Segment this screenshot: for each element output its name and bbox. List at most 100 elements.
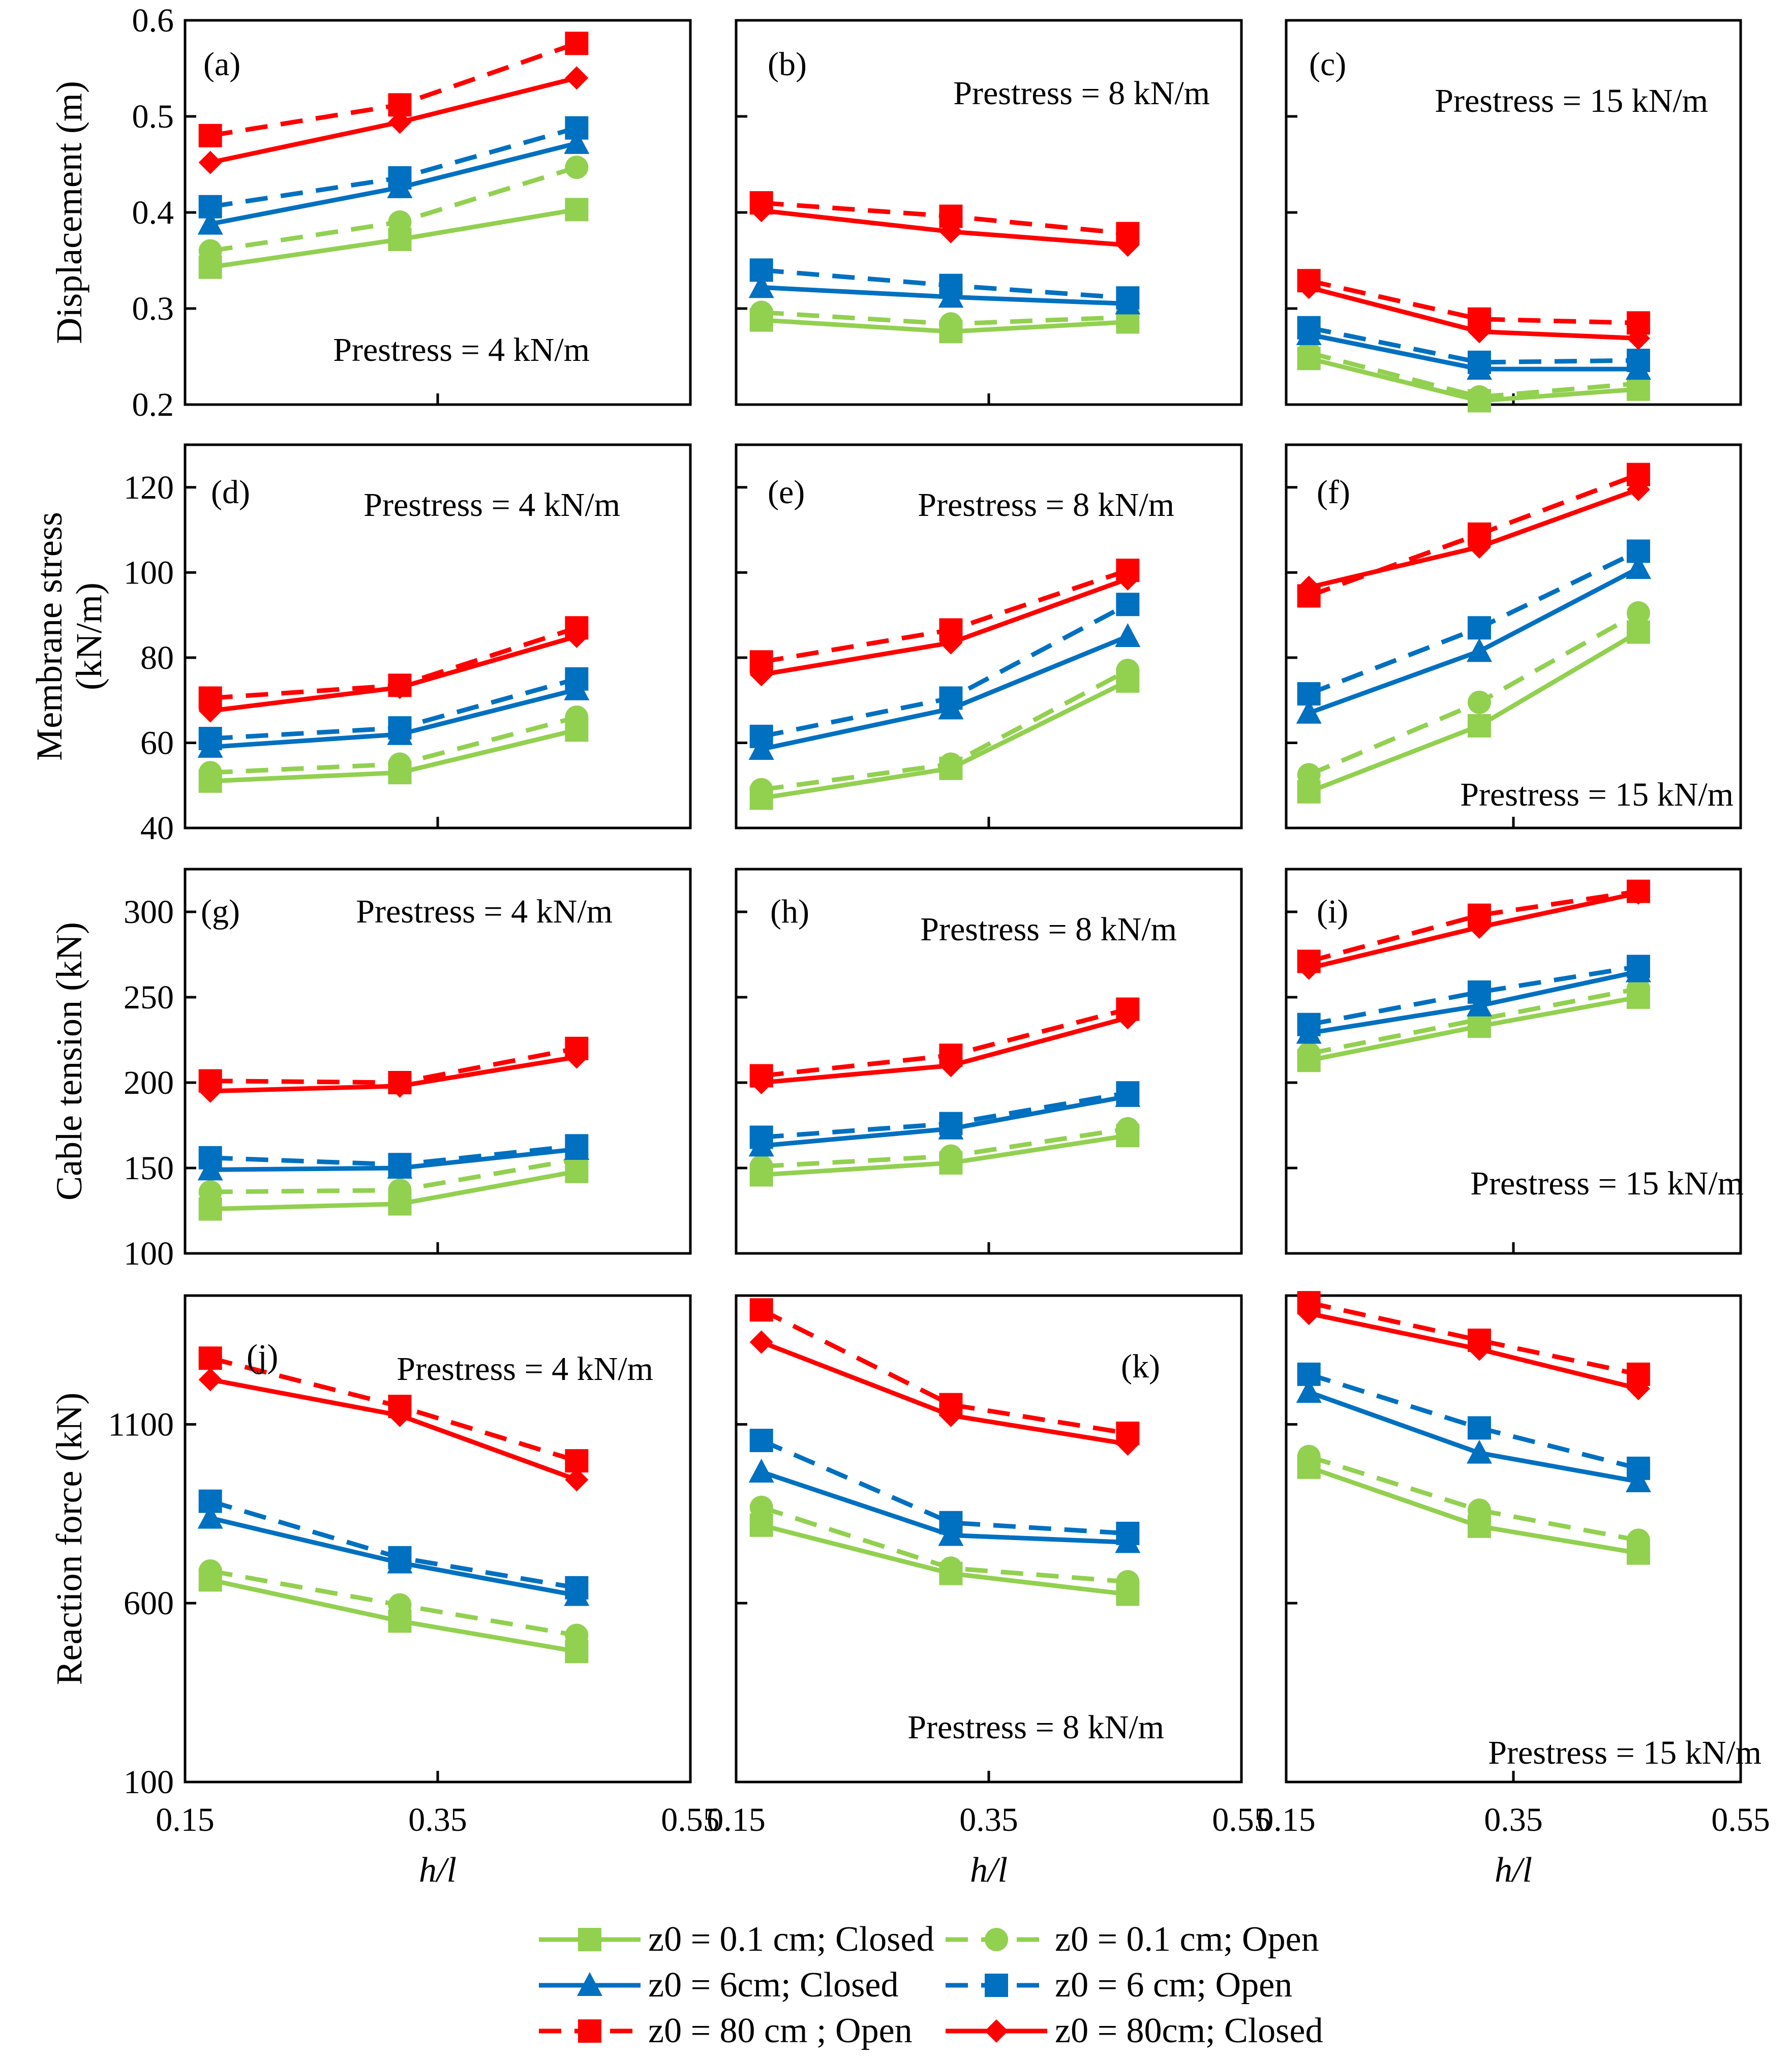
data-point-b_open <box>1467 616 1491 640</box>
data-point-g_open <box>565 156 589 179</box>
data-point-r_closed <box>1297 575 1321 599</box>
data-point-g_open <box>565 1623 589 1647</box>
legend-marker <box>578 1928 601 1951</box>
data-point-r_closed <box>565 625 589 648</box>
data-point-r_closed <box>749 1330 773 1354</box>
prestress-annotation: Prestress = 8 kN/m <box>953 75 1210 112</box>
data-point-r_closed <box>565 1468 589 1492</box>
data-point-r_closed <box>749 199 773 223</box>
data-point-g_open <box>1626 977 1650 1001</box>
data-point-r_closed <box>1467 915 1491 939</box>
panel-label: (j) <box>247 1338 278 1375</box>
subplot-l: 0.15 0.35 0.55 Prestress = 15 kN/m h/l <box>1257 1291 1770 1890</box>
data-point-r_closed <box>388 675 412 699</box>
data-point-r_open <box>198 124 222 147</box>
data-point-g_open <box>939 1556 963 1580</box>
y-axis-title: Displacement (m) <box>49 81 89 344</box>
subplot-e: (e) Prestress = 8 kN/m <box>735 443 1243 829</box>
data-point-r_closed <box>1116 233 1140 257</box>
data-point-g_open <box>749 1154 773 1178</box>
x-tick-label: 0.55 <box>661 1801 720 1838</box>
data-point-r_closed <box>1297 275 1321 299</box>
data-point-b_open <box>388 166 412 190</box>
data-point-b_open <box>939 273 963 297</box>
data-point-b_open <box>1467 350 1491 374</box>
legend-entry: z0 = 6cm; Closed <box>648 1965 898 2005</box>
subplot-d: 40 60 80 100 120 (d) Prestress = 4 kN/m Membran… <box>29 443 692 847</box>
series-line-b_closed <box>1308 566 1639 716</box>
data-point-b_closed <box>564 130 590 154</box>
data-point-g_open <box>565 705 589 729</box>
plot-frame <box>1285 443 1742 829</box>
series-line-b_open <box>1308 964 1639 1027</box>
series-line-b_open <box>209 1499 578 1590</box>
data-point-g_open <box>198 761 222 785</box>
data-point-g_open <box>1467 385 1491 409</box>
subplot-k: 0.15 0.35 0.55 (k) Prestress = 8 kN/m h/l <box>707 1294 1271 1890</box>
subplot-j: 100 600 1100 0.15 0.35 0.55 (j) Prestress = 4 k… <box>49 1294 720 1890</box>
data-point-b_open <box>198 1146 222 1170</box>
prestress-annotation: Prestress = 15 kN/m <box>1460 776 1734 813</box>
series-line-r_closed <box>210 634 578 714</box>
prestress-annotation: Prestress = 15 kN/m <box>1435 82 1708 119</box>
panel-label: (g) <box>201 893 240 930</box>
data-point-b_closed <box>1466 638 1492 662</box>
y-axis-title: Cable tension (kN) <box>49 922 89 1201</box>
data-point-b_open <box>388 716 412 740</box>
data-point-g_open <box>1626 1528 1650 1552</box>
data-point-r_closed <box>565 1045 589 1069</box>
y-tick-label: 120 <box>124 469 174 506</box>
legend-entry: z0 = 80 cm ; Open <box>648 2011 913 2050</box>
data-point-g_open <box>1297 763 1321 787</box>
x-axis-title: h/l <box>970 1851 1008 1890</box>
y-tick-label: 0.5 <box>132 98 174 135</box>
y-tick-label: 300 <box>124 894 174 931</box>
data-point-g_open <box>198 1559 222 1583</box>
data-point-g_open <box>1467 1498 1491 1522</box>
data-point-g_closed <box>565 198 589 222</box>
data-point-b_open <box>1297 682 1321 706</box>
data-point-g_open <box>1626 601 1650 625</box>
x-tick-label: 0.15 <box>156 1801 215 1838</box>
y-axis-title: Reaction force (kN) <box>49 1393 89 1685</box>
y-tick-label: 0.6 <box>132 2 174 39</box>
data-point-b_open <box>939 1112 963 1135</box>
series-line-r_open <box>761 568 1129 664</box>
data-point-b_closed <box>1296 699 1322 724</box>
y-tick-label: 80 <box>140 639 174 677</box>
data-point-b_open <box>749 1428 773 1452</box>
y-tick-label: 600 <box>124 1585 174 1622</box>
data-point-b_open <box>939 686 963 710</box>
data-point-b_open <box>1626 349 1650 373</box>
subplot-b: (b) Prestress = 8 kN/m <box>735 19 1243 406</box>
data-point-b_closed <box>1296 1378 1322 1403</box>
y-tick-label: 60 <box>140 724 174 761</box>
data-point-b_open <box>565 1576 589 1600</box>
plot-frame <box>1285 1294 1742 1784</box>
data-point-g_open <box>1116 659 1140 683</box>
legend-entry: z0 = 6 cm; Open <box>1055 1965 1292 2005</box>
y-tick-label: 150 <box>124 1150 174 1187</box>
data-point-r_closed <box>1467 1337 1491 1361</box>
data-point-r_closed <box>198 1079 222 1103</box>
data-point-b_open <box>198 727 222 751</box>
data-point-b_closed <box>197 210 223 235</box>
panel-label: (e) <box>768 474 805 511</box>
data-point-b_closed <box>1625 1468 1651 1492</box>
prestress-annotation: Prestress = 8 kN/m <box>907 1709 1164 1746</box>
data-point-g_open <box>749 300 773 324</box>
prestress-annotation: Prestress = 4 kN/m <box>363 486 620 524</box>
legend-entry: z0 = 0.1 cm; Open <box>1055 1920 1319 1959</box>
legend-marker <box>577 1972 602 1996</box>
data-point-b_open <box>198 1489 222 1513</box>
legend-marker <box>985 1974 1008 1997</box>
x-tick-label: 0.35 <box>959 1801 1018 1838</box>
data-point-g_open <box>1467 690 1491 714</box>
data-point-b_open <box>749 1125 773 1149</box>
y-axis-title: (kN/m) <box>69 582 109 690</box>
data-point-r_closed <box>198 1368 222 1392</box>
panel-label: (i) <box>1317 893 1348 930</box>
legend-entry: z0 = 80cm; Closed <box>1055 2011 1323 2050</box>
data-point-b_open <box>939 1511 963 1534</box>
data-point-r_closed <box>388 1403 412 1427</box>
